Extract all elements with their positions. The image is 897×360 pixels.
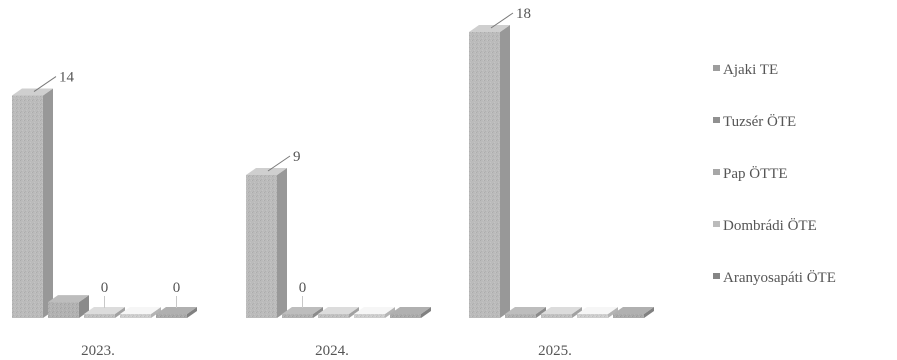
legend-item: Pap ÖTTE — [713, 165, 788, 182]
legend-item: Tuzsér ÖTE — [713, 113, 796, 130]
legend-swatch — [713, 221, 720, 227]
x-axis: 2023. 2024. 2025. — [81, 343, 572, 359]
x-tick-label: 2025. — [538, 343, 572, 359]
legend-item: Aranyosapáti ÖTE — [713, 269, 836, 286]
bar-1-4 — [390, 307, 431, 318]
data-label: 14 — [59, 70, 75, 86]
legend-swatch — [713, 169, 720, 175]
data-labels-layer: 14 0 0 9 0 18 — [33, 6, 531, 308]
data-label: 0 — [101, 280, 109, 296]
bar-0-1 — [48, 295, 89, 318]
bar-2-1 — [505, 307, 546, 318]
legend: Ajaki TE Tuzsér ÖTE Pap ÖTTE Dombrádi ÖTE Ar… — [713, 62, 836, 286]
legend-label: Tuzsér ÖTE — [723, 113, 796, 130]
legend-label: Aranyosapáti ÖTE — [723, 269, 836, 286]
legend-swatch — [713, 65, 720, 71]
x-tick-label: 2024. — [315, 343, 349, 359]
data-label: 18 — [516, 6, 531, 22]
bar-2-0 — [469, 25, 510, 318]
bar-0-2 — [84, 307, 125, 318]
leader-line — [33, 76, 57, 92]
legend-item: Dombrádi ÖTE — [713, 217, 817, 234]
bar-0-4 — [156, 307, 197, 318]
legend-item: Ajaki TE — [713, 62, 778, 78]
bar-1-3 — [354, 307, 395, 318]
bar-0-0 — [12, 88, 53, 318]
data-label: 9 — [293, 149, 301, 165]
x-tick-label: 2023. — [81, 343, 115, 359]
legend-label: Pap ÖTTE — [723, 165, 788, 182]
bar-0-3 — [120, 307, 161, 318]
bars-layer — [12, 25, 654, 318]
bar-2-2 — [541, 307, 582, 318]
legend-label: Ajaki TE — [723, 62, 778, 78]
bar-1-1 — [282, 307, 323, 318]
legend-swatch — [713, 117, 720, 123]
data-label: 0 — [299, 280, 307, 296]
legend-label: Dombrádi ÖTE — [723, 217, 817, 234]
data-label: 0 — [173, 280, 181, 296]
bar-2-4 — [613, 307, 654, 318]
bar-1-2 — [318, 307, 359, 318]
bar-1-0 — [246, 168, 287, 318]
legend-swatch — [713, 273, 720, 279]
leader-line — [267, 155, 291, 172]
leader-line — [490, 12, 514, 29]
bar-2-3 — [577, 307, 618, 318]
